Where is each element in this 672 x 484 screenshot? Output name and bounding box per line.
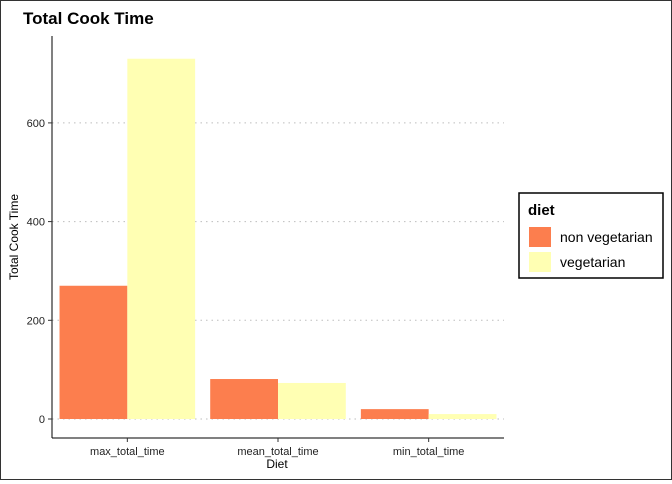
legend-items: non vegetarian vegetarian [529, 227, 653, 272]
x-tick-label: mean_total_time [237, 446, 318, 458]
bar-max_total_time-non-vegetarian [59, 285, 128, 419]
bar-min_total_time-non-vegetarian [360, 409, 429, 419]
bar-mean_total_time-non-vegetarian [210, 379, 278, 419]
chart-title: Total Cook Time [23, 9, 154, 28]
bar-min_total_time-vegetarian [428, 414, 497, 419]
legend-swatch [529, 252, 551, 272]
y-tick-label: 400 [27, 217, 45, 229]
x-axis-title: Diet [266, 457, 288, 471]
y-tick-label: 200 [27, 315, 45, 327]
y-tick-label: 600 [27, 118, 45, 130]
bars [59, 58, 497, 419]
y-axis-ticks: 0 200 400 600 [27, 118, 52, 426]
x-axis-ticks: max_total_time mean_total_time min_total_t… [90, 438, 464, 458]
legend-label: non vegetarian [560, 229, 653, 245]
bar-max_total_time-vegetarian [127, 58, 196, 419]
legend: diet non vegetarian vegetarian [518, 192, 664, 279]
x-tick-label: max_total_time [90, 446, 165, 458]
legend-title: diet [528, 202, 555, 219]
x-tick-label: min_total_time [393, 446, 465, 458]
y-axis-title: Total Cook Time [7, 194, 21, 280]
y-tick-label: 0 [39, 414, 45, 426]
legend-swatch [529, 227, 551, 247]
legend-label: vegetarian [560, 254, 625, 270]
bar-mean_total_time-vegetarian [278, 382, 346, 419]
